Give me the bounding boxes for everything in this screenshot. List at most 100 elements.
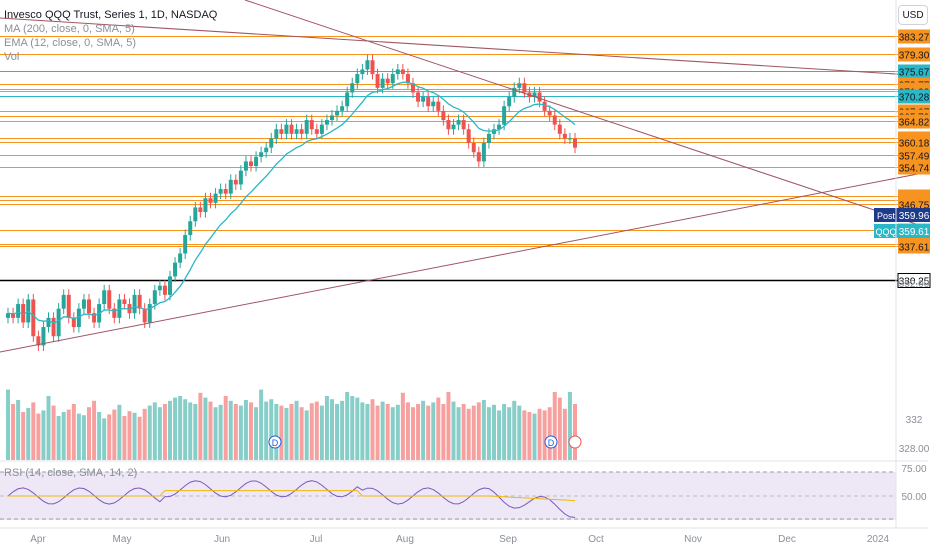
candle-body bbox=[142, 308, 147, 323]
volume-bar bbox=[557, 397, 562, 460]
candle-body bbox=[238, 170, 243, 185]
level-label-bg bbox=[898, 64, 930, 79]
candle-body bbox=[512, 87, 517, 98]
candle-body bbox=[340, 106, 345, 111]
candle-body bbox=[107, 290, 112, 309]
volume-bar bbox=[31, 402, 36, 460]
candle-body bbox=[431, 101, 436, 107]
price-tag-name: Post bbox=[877, 211, 896, 221]
candle-body bbox=[162, 285, 167, 295]
volume-bar bbox=[36, 413, 41, 460]
currency-button[interactable]: USD bbox=[898, 5, 928, 25]
candle-body bbox=[249, 161, 253, 167]
candle-body bbox=[21, 304, 26, 323]
volume-bar bbox=[466, 408, 471, 460]
level-label-bg bbox=[898, 239, 930, 254]
volume-bar bbox=[102, 418, 107, 460]
candle-body bbox=[481, 143, 486, 162]
volume-bar bbox=[552, 392, 557, 460]
candle-body bbox=[314, 129, 319, 134]
earnings-marker bbox=[568, 435, 582, 449]
level-label-bg bbox=[898, 29, 930, 44]
volume-bar bbox=[213, 407, 218, 460]
volume-bar bbox=[279, 405, 284, 460]
volume-bar bbox=[46, 396, 51, 460]
chart-legend: Invesco QQQ Trust, Series 1, 1D, NASDAQ … bbox=[4, 8, 217, 64]
candle-body bbox=[365, 60, 370, 70]
volume-bar bbox=[512, 400, 517, 460]
candle-body bbox=[360, 69, 365, 75]
volume-bar bbox=[335, 404, 340, 460]
candle-body bbox=[330, 115, 334, 121]
volume-bar bbox=[411, 407, 415, 460]
level-label: 375.67 bbox=[899, 68, 930, 79]
candles bbox=[6, 54, 577, 351]
ma-indicator-label[interactable]: MA (200, close, 0, SMA, 5) bbox=[4, 23, 135, 35]
volume-bar bbox=[416, 404, 421, 460]
volume-bar bbox=[497, 410, 502, 460]
symbol-title: Invesco QQQ Trust, Series 1, 1D, NASDAQ bbox=[4, 9, 218, 21]
candle-body bbox=[573, 138, 577, 148]
volume-indicator-label[interactable]: Vol bbox=[4, 51, 20, 63]
candle-body bbox=[87, 299, 91, 314]
candle-body bbox=[178, 253, 183, 263]
volume-bar bbox=[319, 405, 324, 460]
volume-bar bbox=[375, 405, 380, 460]
volume-bar bbox=[370, 399, 375, 460]
candle-body bbox=[502, 106, 507, 125]
candle-body bbox=[16, 304, 21, 318]
candle-body bbox=[264, 147, 269, 153]
candle-body bbox=[319, 124, 324, 134]
candle-body bbox=[411, 83, 415, 93]
candle-body bbox=[471, 143, 476, 153]
candle-body bbox=[213, 193, 218, 203]
candle-body bbox=[76, 308, 81, 328]
candle-body bbox=[385, 78, 390, 84]
candle-body bbox=[400, 69, 405, 75]
ema-indicator-label[interactable]: EMA (12, close, 0, SMA, 5) bbox=[4, 37, 137, 49]
volume-bar bbox=[26, 408, 31, 460]
trend-lines bbox=[0, 0, 929, 353]
level-label-bg bbox=[898, 135, 930, 150]
candle-body bbox=[274, 129, 279, 139]
volume-bar bbox=[208, 401, 213, 460]
candle-body bbox=[436, 101, 441, 111]
candle-body bbox=[380, 78, 385, 88]
volume-bar bbox=[168, 400, 172, 460]
volume-bar bbox=[471, 405, 476, 460]
candle-body bbox=[547, 110, 552, 116]
volume-bar bbox=[147, 405, 152, 460]
time-axis-tick: Apr bbox=[30, 534, 46, 545]
volume-bar bbox=[51, 405, 56, 460]
level-label-bg bbox=[898, 160, 930, 175]
volume-bar bbox=[233, 404, 238, 460]
dividend-marker-label: D bbox=[548, 438, 555, 448]
volume-bar bbox=[16, 400, 21, 460]
volume-bar bbox=[259, 389, 264, 460]
rsi-ma-line bbox=[8, 490, 576, 502]
candle-body bbox=[132, 294, 137, 314]
price-axis-tick: 352.00 bbox=[899, 279, 930, 290]
candle-body bbox=[157, 285, 162, 291]
volume-bar bbox=[476, 402, 481, 460]
candle-body bbox=[152, 290, 157, 305]
price-axis-tick: 332 bbox=[906, 415, 923, 426]
candle-body bbox=[507, 97, 512, 107]
candle-body bbox=[71, 317, 76, 328]
volume-bar bbox=[517, 405, 522, 460]
volume-bar bbox=[122, 416, 127, 460]
candle-body bbox=[188, 221, 193, 236]
level-label: 383.27 bbox=[899, 33, 930, 44]
candle-body bbox=[284, 124, 289, 134]
price-axis-tick: 328.00 bbox=[899, 444, 930, 455]
candle-body bbox=[466, 129, 471, 144]
volume-bar bbox=[299, 407, 304, 460]
volume-bar bbox=[330, 399, 334, 460]
volume-bar bbox=[284, 408, 289, 460]
volume-bar bbox=[436, 397, 441, 460]
candle-body bbox=[92, 313, 97, 323]
volume-bar bbox=[441, 404, 446, 460]
candle-body bbox=[11, 313, 16, 318]
